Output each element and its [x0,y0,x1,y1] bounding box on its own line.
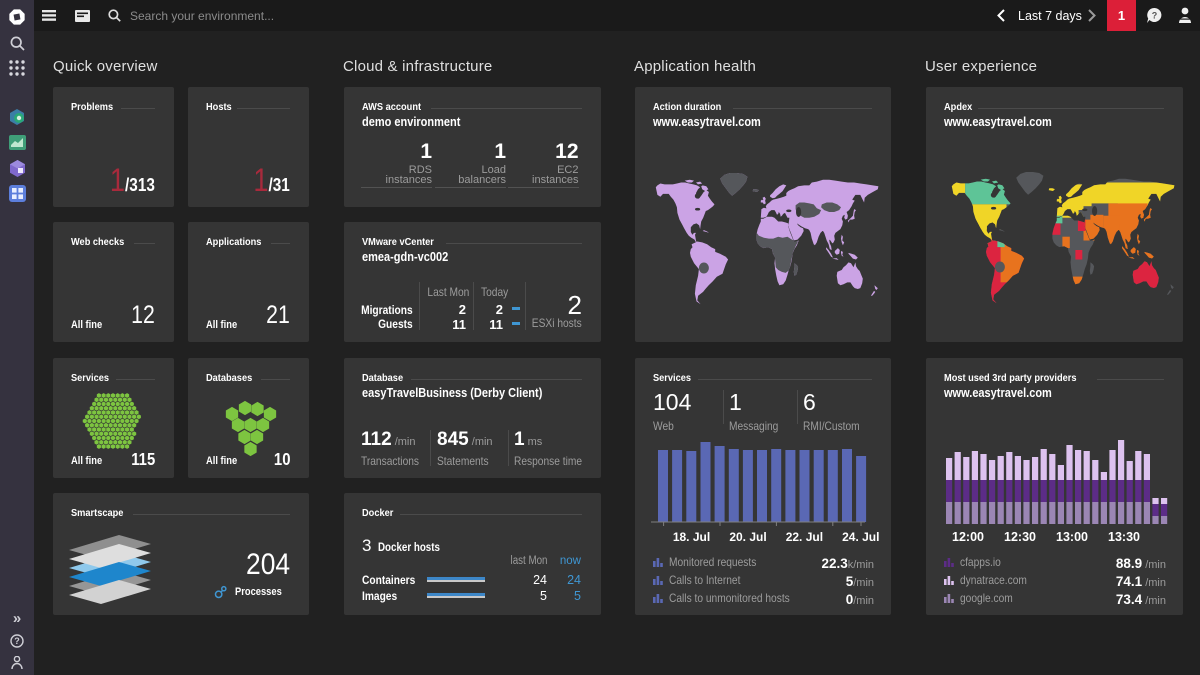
svg-text:?: ? [14,636,20,646]
svg-text:?: ? [1152,11,1158,21]
